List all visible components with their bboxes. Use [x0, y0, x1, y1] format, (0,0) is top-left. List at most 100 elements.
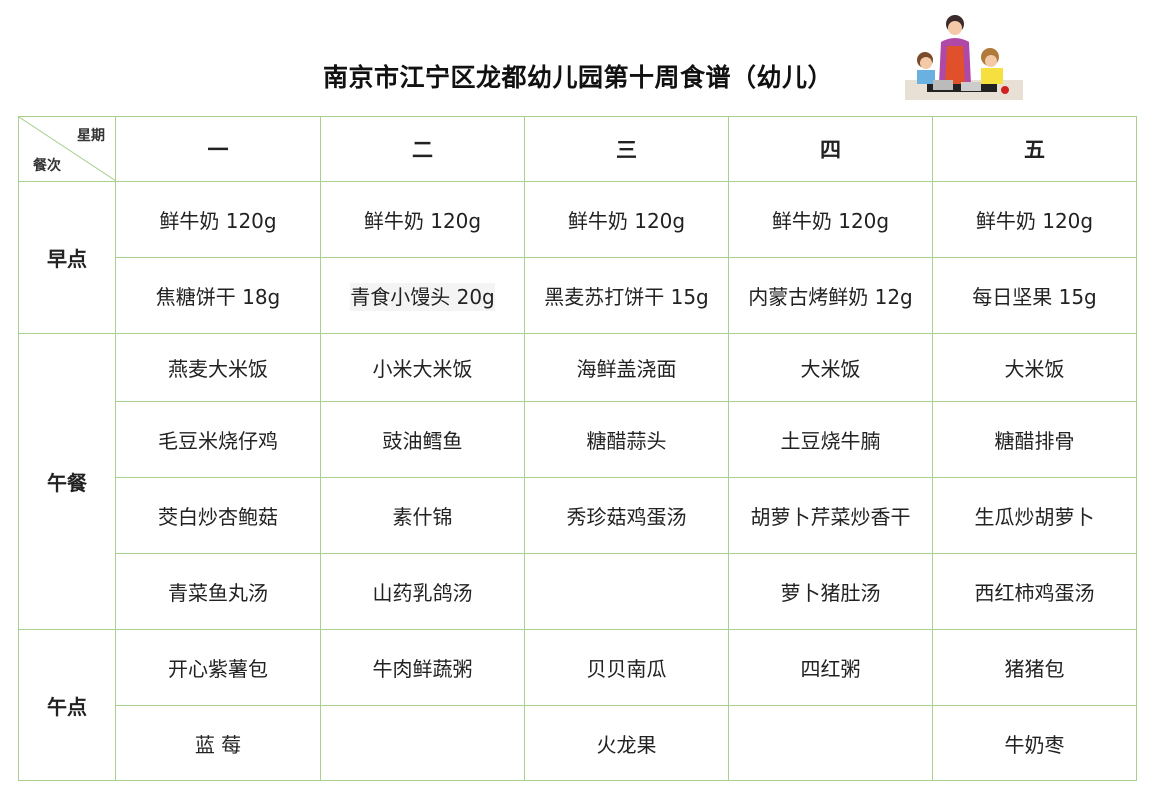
menu-cell: 西红柿鸡蛋汤 [932, 553, 1137, 630]
menu-cell: 鲜牛奶 120g [932, 181, 1137, 258]
day-header: 二 [320, 116, 525, 182]
dish-name: 黑麦苏打饼干 15g [544, 285, 709, 309]
menu-cell: 糖醋排骨 [932, 401, 1137, 478]
dish-name: 糖醋蒜头 [586, 429, 667, 453]
table-row: 茭白炒杏鲍菇 素什锦 秀珍菇鸡蛋汤 胡萝卜芹菜炒香干 生瓜炒胡萝卜 [19, 477, 1137, 554]
dish-name: 胡萝卜芹菜炒香干 [750, 505, 911, 529]
menu-cell: 秀珍菇鸡蛋汤 [524, 477, 729, 554]
dish-name: 火龙果 [596, 732, 657, 757]
day-header: 一 [115, 116, 321, 182]
dish-name: 海鲜盖浇面 [576, 357, 677, 381]
dish-name: 素什锦 [392, 505, 453, 529]
table-row: 午点 开心紫薯包 牛肉鲜蔬粥 贝贝南瓜 四红粥 猪猪包 [18, 629, 1137, 781]
dish-name: 开心紫薯包 [168, 657, 268, 681]
table-row: 毛豆米烧仔鸡 豉油鳕鱼 糖醋蒜头 土豆烧牛腩 糖醋排骨 [19, 401, 1137, 478]
menu-cell: 鲜牛奶 120g [524, 181, 729, 258]
menu-cell: 黑麦苏打饼干 15g [524, 257, 729, 334]
dish-name: 大米饭 [1004, 357, 1065, 381]
menu-cell: 四红粥 [728, 629, 933, 706]
menu-cell: 豉油鳕鱼 [320, 401, 525, 478]
page-title: 南京市江宁区龙都幼儿园第十周食谱（幼儿） [322, 63, 833, 92]
menu-cell: 焦糖饼干 18g [115, 257, 321, 334]
menu-cell: 牛奶枣 [932, 705, 1137, 781]
dish-name: 猪猪包 [1004, 657, 1065, 681]
header-row: 星期 餐次 一 二 三 四 五 [18, 116, 1137, 182]
dish-name: 豉油鳕鱼 [382, 429, 463, 453]
meal-header: 午餐 [18, 333, 116, 630]
day-header: 三 [524, 116, 729, 182]
menu-cell: 毛豆米烧仔鸡 [115, 401, 321, 478]
dish-name: 青食小馒头 20g [350, 283, 495, 311]
dish-name: 牛肉鲜蔬粥 [372, 657, 473, 681]
dish-name: 贝贝南瓜 [586, 657, 667, 681]
menu-cell: 青食小馒头 20g [320, 257, 525, 334]
dish-name: 土豆烧牛腩 [780, 429, 881, 453]
menu-cell [524, 553, 729, 630]
menu-cell: 蓝 莓 [115, 705, 321, 781]
meal-label: 餐次 [33, 158, 61, 174]
menu-cell: 大米饭 [932, 333, 1137, 402]
diagonal-divider [19, 117, 116, 181]
dish-name: 牛奶枣 [1004, 732, 1065, 757]
menu-cell: 猪猪包 [932, 629, 1137, 706]
dish-name: 每日坚果 15g [972, 285, 1097, 309]
dish-name: 大米饭 [800, 357, 861, 381]
menu-cell: 山药乳鸽汤 [320, 553, 525, 630]
menu-table: 星期 餐次 一 二 三 四 五 早点 鲜牛奶 120g 鲜牛奶 120g 鲜牛奶 12… [18, 116, 1137, 781]
mother-cooking-with-children-icon [905, 15, 1023, 100]
dish-name: 秀珍菇鸡蛋汤 [566, 505, 687, 529]
weekday-label: 星期 [77, 128, 105, 144]
menu-cell: 生瓜炒胡萝卜 [932, 477, 1137, 554]
table-row: 焦糖饼干 18g 青食小馒头 20g 黑麦苏打饼干 15g 内蒙古烤鲜奶 12g 每日坚… [19, 257, 1137, 334]
dish-name: 小米大米饭 [372, 357, 473, 381]
menu-cell [728, 705, 933, 781]
dish-name: 生瓜炒胡萝卜 [974, 505, 1095, 529]
menu-cell: 贝贝南瓜 [524, 629, 729, 706]
dish-name: 燕麦大米饭 [168, 357, 268, 381]
dish-name: 内蒙古烤鲜奶 12g [748, 285, 913, 309]
dish-name: 糖醋排骨 [994, 429, 1075, 453]
dish-name: 茭白炒杏鲍菇 [158, 505, 278, 529]
menu-cell: 火龙果 [524, 705, 729, 781]
menu-cell [320, 705, 525, 781]
menu-cell: 糖醋蒜头 [524, 401, 729, 478]
meal-header: 早点 [18, 181, 116, 334]
menu-cell: 青菜鱼丸汤 [115, 553, 321, 630]
menu-cell: 鲜牛奶 120g [728, 181, 933, 258]
dish-name: 鲜牛奶 120g [771, 209, 890, 233]
menu-cell: 燕麦大米饭 [115, 333, 321, 402]
meal-header: 午点 [18, 629, 116, 781]
table-row: 蓝 莓 火龙果 牛奶枣 [19, 705, 1137, 781]
corner-cell: 星期 餐次 [18, 116, 116, 182]
dish-name: 鲜牛奶 120g [363, 209, 482, 233]
dish-name: 青菜鱼丸汤 [168, 581, 268, 605]
dish-name: 西红柿鸡蛋汤 [974, 581, 1095, 605]
menu-cell: 茭白炒杏鲍菇 [115, 477, 321, 554]
menu-cell: 大米饭 [728, 333, 933, 402]
dish-name: 山药乳鸽汤 [372, 581, 473, 605]
table-row: 早点 鲜牛奶 120g 鲜牛奶 120g 鲜牛奶 120g 鲜牛奶 120g 鲜牛奶 12… [18, 181, 1137, 334]
menu-cell: 每日坚果 15g [932, 257, 1137, 334]
menu-cell: 鲜牛奶 120g [320, 181, 525, 258]
menu-cell: 鲜牛奶 120g [115, 181, 321, 258]
day-header: 四 [728, 116, 933, 182]
menu-cell: 素什锦 [320, 477, 525, 554]
dish-name: 蓝 莓 [194, 732, 242, 757]
table-row: 青菜鱼丸汤 山药乳鸽汤 萝卜猪肚汤 西红柿鸡蛋汤 [19, 553, 1137, 630]
day-header: 五 [932, 116, 1137, 182]
dish-name: 萝卜猪肚汤 [780, 581, 881, 605]
menu-cell: 内蒙古烤鲜奶 12g [728, 257, 933, 334]
menu-cell: 开心紫薯包 [115, 629, 321, 706]
menu-cell: 胡萝卜芹菜炒香干 [728, 477, 933, 554]
menu-cell: 萝卜猪肚汤 [728, 553, 933, 630]
menu-cell: 小米大米饭 [320, 333, 525, 402]
menu-cell: 牛肉鲜蔬粥 [320, 629, 525, 706]
table-row: 午餐 燕麦大米饭 小米大米饭 海鲜盖浇面 大米饭 大米饭 [18, 333, 1137, 630]
dish-name: 四红粥 [800, 657, 861, 681]
menu-cell: 土豆烧牛腩 [728, 401, 933, 478]
menu-cell: 海鲜盖浇面 [524, 333, 729, 402]
dish-name: 鲜牛奶 120g [159, 209, 277, 233]
dish-name: 鲜牛奶 120g [567, 209, 686, 233]
dish-name: 鲜牛奶 120g [975, 209, 1094, 233]
dish-name: 毛豆米烧仔鸡 [158, 429, 278, 453]
